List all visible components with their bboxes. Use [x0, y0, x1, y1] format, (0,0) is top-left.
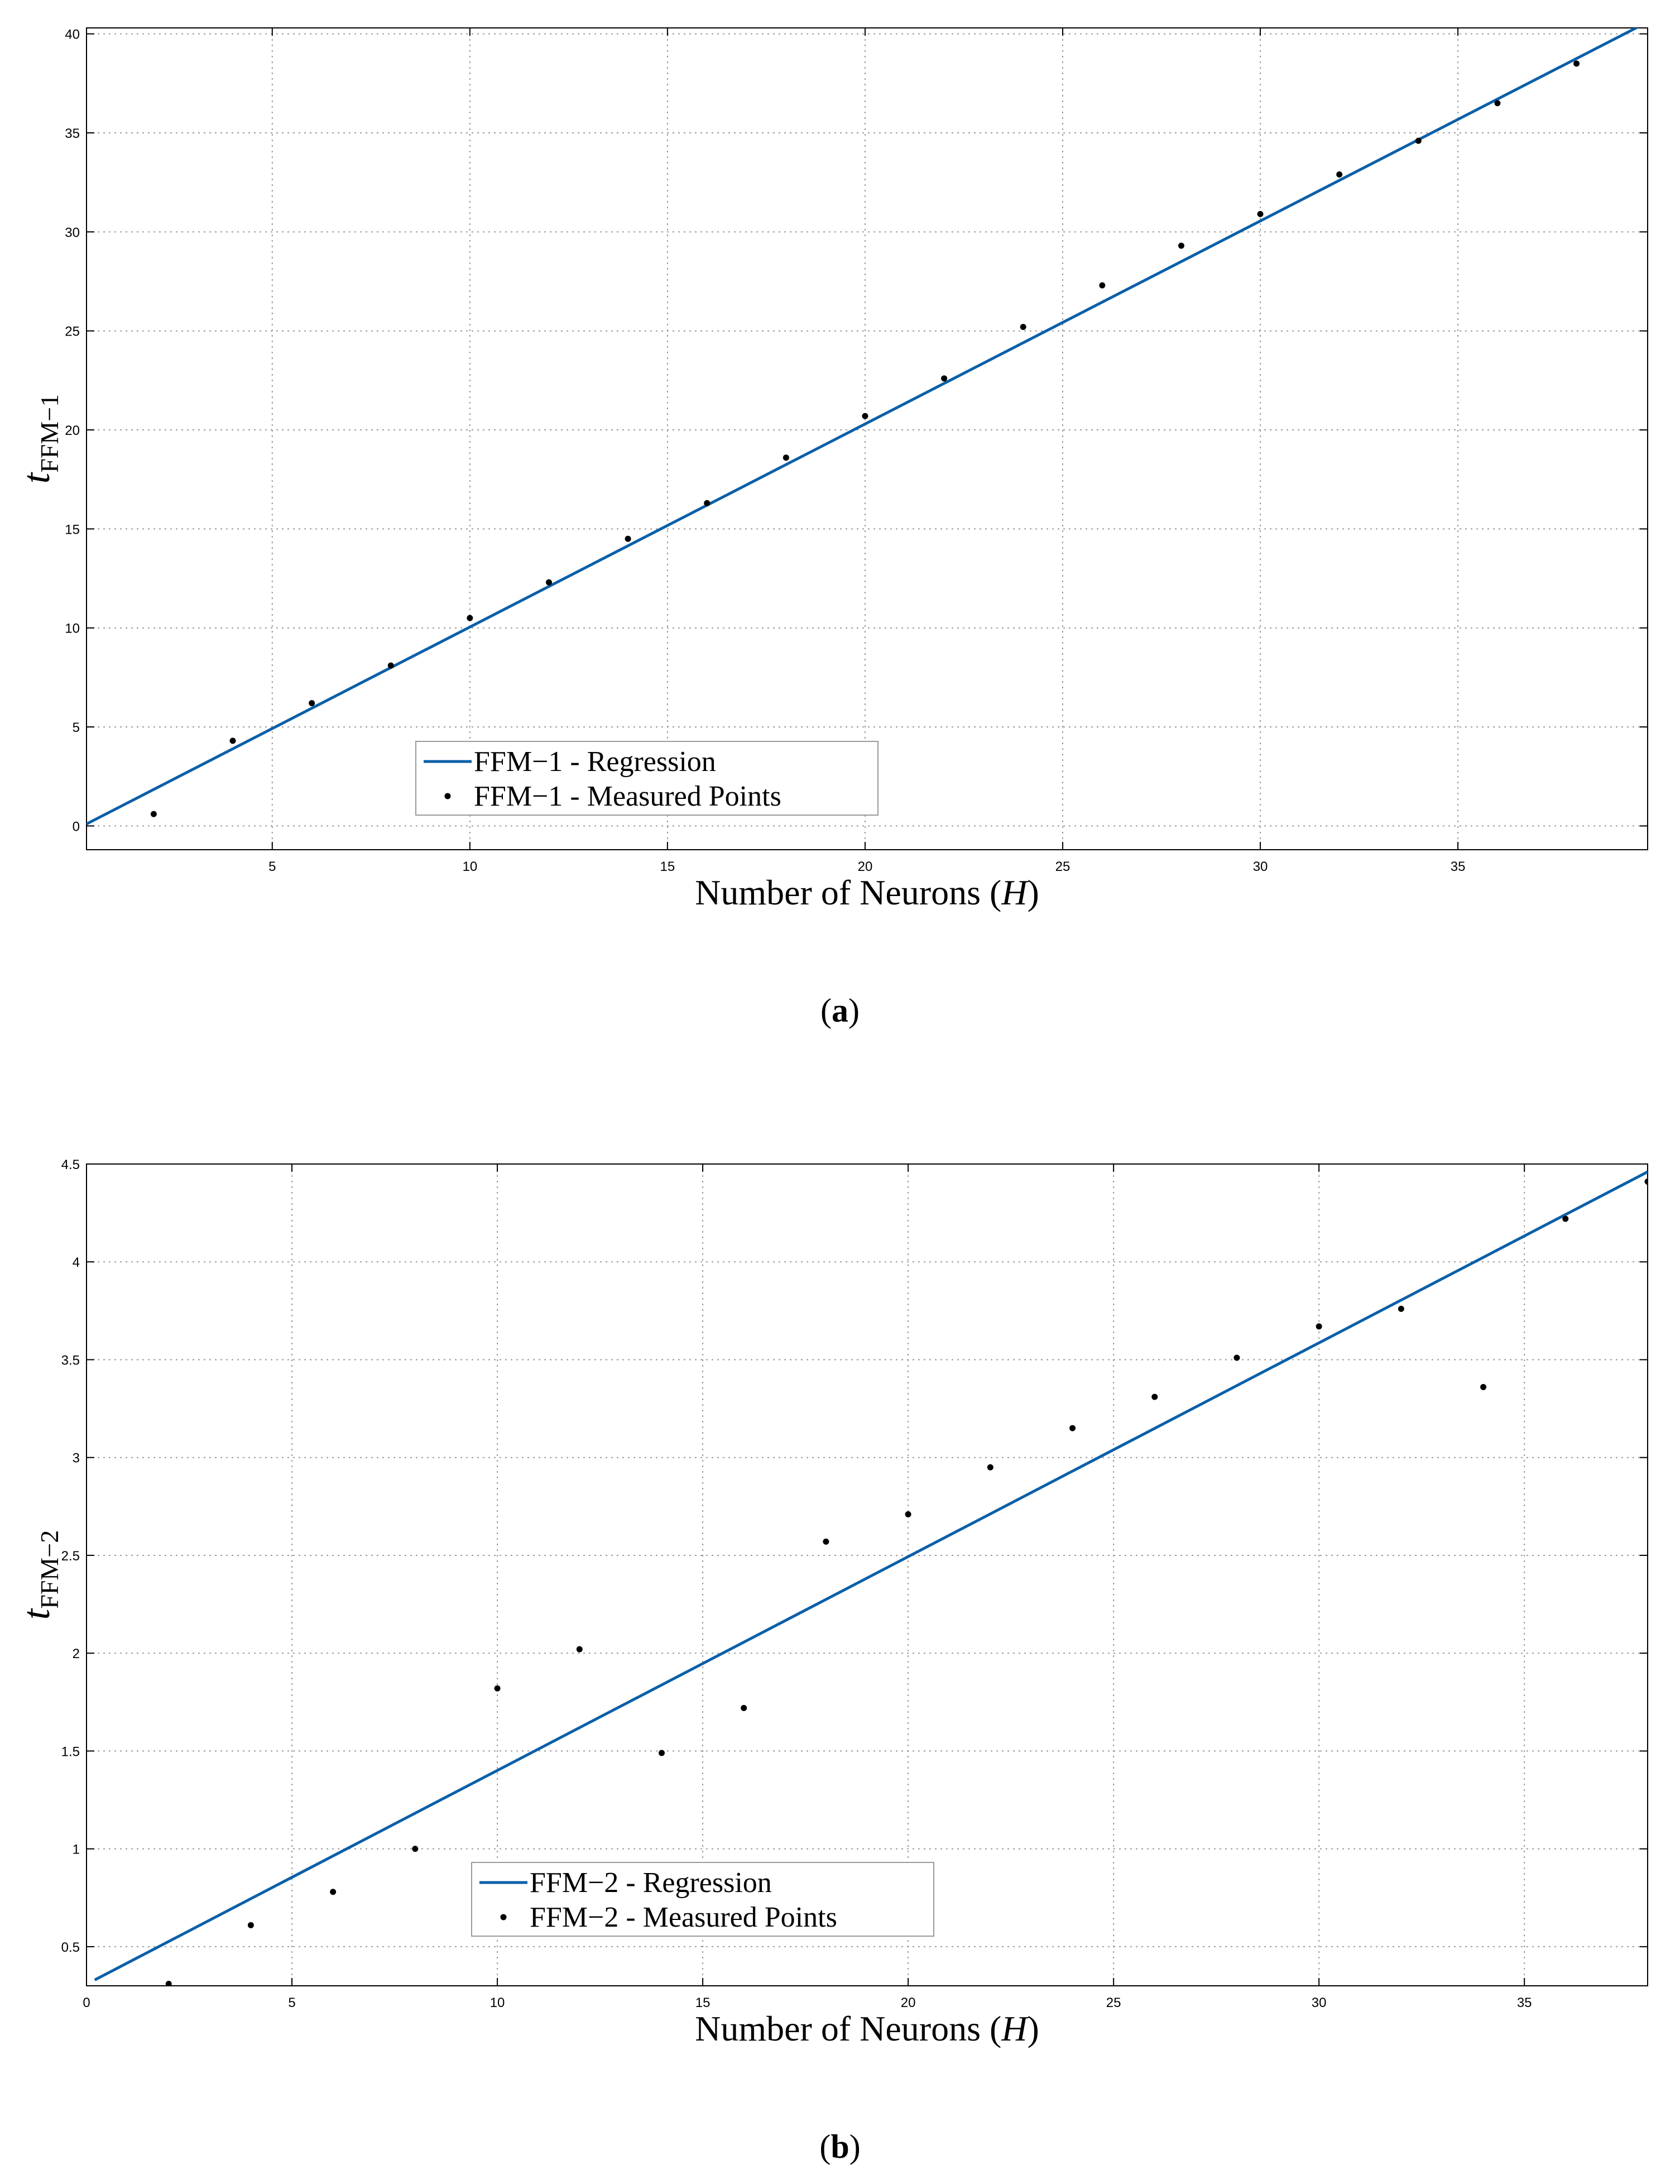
x-tick-label: 25 — [1055, 859, 1071, 874]
plot-frame — [86, 1163, 1648, 1986]
x-axis-label: Number of Neurons (H) — [695, 873, 1039, 912]
data-point — [467, 615, 473, 621]
data-point — [783, 454, 789, 461]
data-point — [494, 1685, 501, 1692]
data-point — [412, 1846, 419, 1852]
y-tick-label: 25 — [65, 324, 80, 339]
x-tick-label: 15 — [660, 859, 675, 874]
data-point — [862, 413, 868, 419]
data-point — [330, 1889, 337, 1895]
data-point — [229, 737, 236, 744]
plot-area — [87, 28, 1639, 826]
y-tick-label: 4 — [73, 1255, 80, 1270]
data-point — [1398, 1305, 1404, 1312]
data-point — [309, 700, 315, 707]
x-tick-label: 10 — [463, 859, 478, 874]
y-tick-label: 1 — [73, 1842, 80, 1857]
y-tick-label: 2 — [73, 1646, 80, 1661]
data-point — [1480, 1384, 1487, 1391]
y-axis-label: tFFM−2 — [15, 1530, 64, 1620]
data-point — [1562, 1215, 1569, 1222]
y-tick-label: 30 — [65, 225, 80, 240]
x-tick-label: 5 — [288, 1995, 295, 2010]
data-point — [545, 579, 552, 586]
y-tick-label: 2.5 — [61, 1549, 80, 1564]
x-tick-label: 30 — [1253, 859, 1268, 874]
regression-line — [87, 28, 1639, 826]
x-tick-label: 35 — [1451, 859, 1466, 874]
x-tick-label: 25 — [1106, 1995, 1121, 2010]
data-point — [1336, 171, 1343, 178]
plot-frame — [86, 27, 1648, 850]
legend-box — [415, 741, 879, 816]
x-tick-label: 5 — [268, 859, 276, 874]
y-tick-label: 0 — [73, 819, 80, 834]
y-tick-label: 5 — [73, 720, 80, 735]
data-point — [704, 500, 711, 506]
data-point — [823, 1538, 829, 1545]
y-tick-label: 15 — [65, 522, 80, 537]
legend-point-swatch — [444, 793, 451, 799]
subfigure-caption: (a) — [820, 992, 860, 1029]
data-point — [1494, 100, 1501, 107]
x-tick-label: 15 — [695, 1995, 711, 2010]
y-axis-label: tFFM−1 — [15, 394, 64, 483]
legend-point-swatch — [500, 1914, 507, 1920]
data-point — [941, 375, 948, 382]
data-point — [247, 1922, 254, 1928]
subfigure-caption: (b) — [819, 2128, 860, 2165]
legend-entry-points: FFM−2 - Measured Points — [530, 1902, 837, 1933]
data-point — [1257, 210, 1264, 217]
data-point — [1644, 1179, 1648, 1185]
data-point — [1020, 324, 1026, 331]
x-tick-label: 20 — [858, 859, 873, 874]
y-tick-label: 20 — [65, 423, 80, 438]
y-tick-label: 1.5 — [61, 1744, 80, 1759]
legend-entry-regression: FFM−2 - Regression — [530, 1867, 772, 1899]
chart-b: 0 5 10 15 20 25 30 35 0.5 1 1.5 2 2.5 3 3.5 4 4.5 Number … — [15, 1157, 1648, 2165]
data-point — [1573, 60, 1580, 67]
x-axis-label: Number of Neurons (H) — [695, 2009, 1039, 2048]
regression-line — [94, 1170, 1648, 1981]
y-tick-label: 4.5 — [61, 1157, 80, 1172]
data-point — [987, 1464, 993, 1471]
data-point — [741, 1704, 747, 1711]
x-tick-label: 20 — [901, 1995, 916, 2010]
legend-entry-points: FFM−1 - Measured Points — [474, 780, 781, 812]
data-point — [1178, 242, 1184, 249]
y-tick-label: 10 — [65, 621, 80, 636]
legend-entry-regression: FFM−1 - Regression — [474, 746, 716, 778]
data-point — [1415, 137, 1422, 144]
data-point — [905, 1511, 911, 1517]
y-tick-label: 0.5 — [61, 1940, 80, 1955]
y-tick-label: 3.5 — [61, 1353, 80, 1368]
data-point — [387, 662, 394, 669]
data-point — [1233, 1354, 1240, 1361]
y-tick-label: 3 — [73, 1451, 80, 1466]
chart-a: 5 10 15 20 25 30 35 0 5 10 15 20 25 30 35 40 Number of N… — [15, 27, 1648, 1029]
data-point — [1151, 1393, 1158, 1400]
data-point — [150, 811, 157, 817]
data-point — [1069, 1425, 1076, 1431]
data-point — [1099, 282, 1106, 289]
data-point — [1316, 1323, 1322, 1330]
x-tick-label: 30 — [1312, 1995, 1327, 2010]
data-point — [658, 1750, 665, 1756]
x-tick-label: 35 — [1517, 1995, 1532, 2010]
y-tick-label: 35 — [65, 126, 80, 141]
x-tick-label: 0 — [83, 1995, 90, 2010]
y-tick-label: 40 — [65, 27, 80, 42]
legend-box — [471, 1862, 934, 1937]
data-point — [576, 1646, 583, 1653]
plot-area — [94, 1170, 1648, 1986]
data-point — [165, 1980, 172, 1986]
data-point — [625, 535, 631, 542]
x-tick-label: 10 — [490, 1995, 505, 2010]
